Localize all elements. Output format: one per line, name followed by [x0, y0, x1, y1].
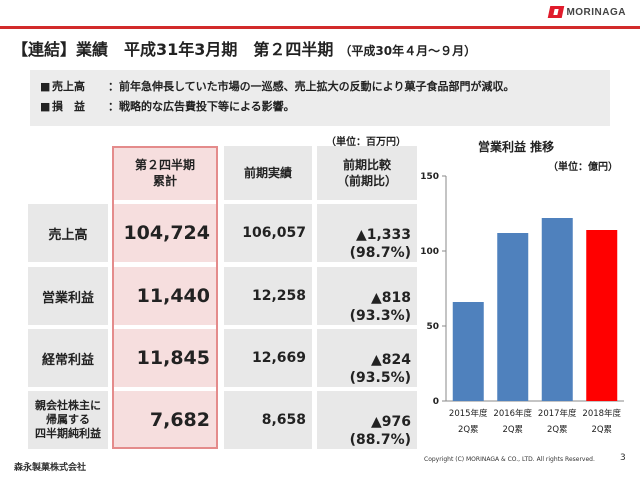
title-main: 【連結】業績 平成31年3月期 第２四半期	[12, 40, 334, 59]
x-tick-label: 2Q累	[591, 425, 612, 435]
row-cmp: ▲818 (93.3%)	[317, 267, 417, 325]
table-unit: （単位：百万円）	[326, 137, 406, 148]
bullet-icon: ■	[40, 100, 51, 113]
summary-box: ■ 売上高 ：前年急伸長していた市場の一巡感、売上拡大の反動により菓子食品部門が…	[30, 70, 610, 126]
logo-text: MORINAGA	[566, 6, 626, 18]
header-cmp: 前期比較 （前期比）	[317, 146, 417, 200]
y-tick-label: 100	[420, 247, 439, 257]
x-tick-label: 2018年度	[582, 408, 621, 419]
row-prev: 12,669	[224, 329, 312, 387]
row-label-line3: 四半期純利益	[35, 427, 101, 440]
header-rule	[0, 26, 640, 29]
chart-bar	[541, 218, 573, 401]
morinaga-logo-icon	[548, 6, 565, 18]
chart-bar	[452, 302, 484, 401]
table-row: 営業利益 11,440 12,258 ▲818 (93.3%)	[28, 267, 417, 325]
page-title: 【連結】業績 平成31年3月期 第２四半期 （平成30年４月～９月）	[12, 36, 476, 60]
row-diff: ▲976	[371, 414, 411, 430]
bullet-icon: ■	[40, 80, 51, 93]
row-label: 経常利益	[28, 329, 108, 387]
row-prev: 106,057	[224, 204, 312, 262]
y-tick-label: 50	[426, 322, 439, 332]
summary-text: ：戦略的な広告費投下等による影響。	[108, 100, 295, 113]
row-cmp: ▲1,333 (98.7%)	[317, 204, 417, 262]
summary-line-sales: ■ 売上高 ：前年急伸長していた市場の一巡感、売上拡大の反動により菓子食品部門が…	[40, 77, 600, 97]
row-cmp: ▲824 (93.5%)	[317, 329, 417, 387]
footer-copyright: Copyright (C) MORINAGA & CO., LTD. All r…	[424, 456, 595, 463]
row-current: 11,440	[112, 267, 218, 325]
footer-company: 森永製菓株式会社	[14, 463, 87, 473]
row-diff: ▲1,333	[355, 227, 411, 243]
table-row: 売上高 104,724 106,057 ▲1,333 (98.7%)	[28, 204, 417, 262]
row-ratio: (93.5%)	[349, 370, 411, 386]
row-label: 売上高	[28, 204, 108, 262]
page-number: 3	[620, 453, 626, 463]
table-row: 親会社株主に 帰属する 四半期純利益 7,682 8,658 ▲976 (88.7%…	[28, 391, 417, 449]
row-current: 11,845	[112, 329, 218, 387]
header-prev: 前期実績	[224, 146, 312, 200]
table-header-row: 第２四半期累計 前期実績 前期比較 （前期比）	[28, 146, 417, 200]
row-label: 親会社株主に 帰属する 四半期純利益	[28, 391, 108, 449]
x-tick-label: 2Q累	[458, 425, 479, 435]
row-label-line1: 親会社株主に	[35, 399, 101, 412]
summary-line-profit: ■ 損 益 ：戦略的な広告費投下等による影響。	[40, 97, 600, 117]
x-tick-label: 2015年度	[449, 408, 488, 419]
company-logo: MORINAGA	[548, 6, 626, 18]
summary-text: ：前年急伸長していた市場の一巡感、売上拡大の反動により菓子食品部門が減収。	[108, 80, 515, 93]
y-tick-label: 150	[420, 172, 439, 182]
header-current-line1: 第２四半期	[134, 158, 195, 172]
row-diff: ▲824	[371, 352, 411, 368]
row-ratio: (93.3%)	[349, 308, 411, 324]
x-tick-label: 2016年度	[493, 408, 532, 419]
chart-bar	[586, 230, 618, 401]
operating-profit-chart: 0 50 100 150 2015年度 2Q累 2016年度 2Q累 2017年度 2Q累 2018…	[420, 172, 624, 435]
row-prev: 8,658	[224, 391, 312, 449]
summary-label: 損 益	[52, 100, 85, 113]
row-diff: ▲818	[371, 290, 411, 306]
row-prev: 12,258	[224, 267, 312, 325]
header-blank	[28, 146, 108, 200]
chart-title: 営業利益 推移	[478, 140, 555, 154]
row-current: 104,724	[112, 204, 218, 262]
title-period: （平成30年４月～９月）	[339, 44, 477, 58]
header-current: 第２四半期累計	[112, 146, 218, 200]
row-label-line2: 帰属する	[46, 413, 90, 426]
x-tick-label: 2017年度	[538, 408, 577, 419]
row-ratio: (98.7%)	[349, 245, 411, 261]
header-current-line2: 累計	[152, 174, 177, 188]
row-label: 営業利益	[28, 267, 108, 325]
table-row: 経常利益 11,845 12,669 ▲824 (93.5%)	[28, 329, 417, 387]
chart-unit: （単位：億円）	[548, 162, 618, 173]
x-tick-label: 2Q累	[547, 425, 568, 435]
header-cmp-line2: （前期比）	[336, 174, 397, 188]
row-cmp: ▲976 (88.7%)	[317, 391, 417, 449]
summary-label: 売上高	[52, 80, 85, 93]
row-ratio: (88.7%)	[349, 432, 411, 448]
y-tick-label: 0	[433, 397, 439, 407]
row-current: 7,682	[112, 391, 218, 449]
header-cmp-line1: 前期比較	[342, 158, 391, 172]
x-tick-label: 2Q累	[502, 425, 523, 435]
chart-bar	[497, 233, 529, 401]
